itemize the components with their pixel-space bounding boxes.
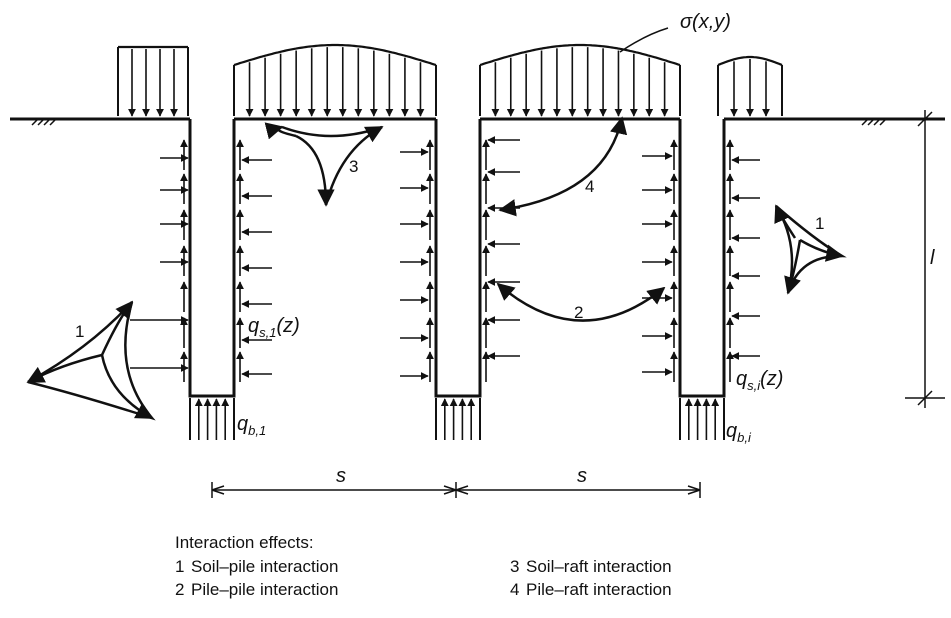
legend-item: 4 Pile–raft interaction [510, 580, 672, 599]
base-pressure-boundary [679, 398, 725, 440]
pile-base-pressure [189, 398, 725, 440]
soil-pile-interaction-symbol-right [774, 204, 847, 295]
shaft-friction-label-1: qs,1(z) [248, 315, 300, 340]
effect-number-3: 3 [349, 157, 358, 176]
sigma-leader-line [619, 27, 669, 53]
effect-number-4: 4 [585, 177, 594, 196]
soil-pile-interaction-symbol-left [26, 300, 156, 421]
length-dimension [905, 110, 945, 408]
interaction-arrows [26, 116, 847, 421]
pile-raft-interaction-arrow [498, 116, 628, 217]
ground-hatch-left [31, 118, 57, 126]
soil-raft-interaction-symbol [264, 122, 384, 207]
pile-pile-interaction-arrow [496, 282, 666, 322]
legend-item: 1 Soil–pile interaction [175, 557, 339, 576]
pile [188, 119, 236, 398]
base-pressure-boundary [435, 398, 481, 440]
spacing-label-1: s [336, 465, 346, 487]
effect-number-2: 2 [574, 303, 583, 322]
effect-number-1-right: 1 [815, 214, 824, 233]
legend-item: 2 Pile–pile interaction [175, 580, 339, 599]
pressure-envelope [233, 43, 437, 67]
pile [434, 119, 482, 398]
effect-number-1-left: 1 [75, 322, 84, 341]
pressure-envelope [479, 43, 681, 67]
ground-hatch-right [861, 118, 887, 126]
piles [188, 119, 726, 398]
shaft-friction-label-i: qs,i(z) [736, 368, 783, 393]
base-pressure-label-i: qb,i [726, 420, 752, 445]
base-pressure-label-1: qb,1 [237, 413, 266, 438]
pile-length-label: l [930, 247, 935, 269]
base-pressure-boundary [189, 398, 235, 440]
legend-items: 1 Soil–pile interaction 3 Soil–raft intera… [175, 557, 815, 600]
spacing-label-2: s [577, 465, 587, 487]
ground-surface [10, 117, 945, 126]
spacing-dimension [211, 482, 701, 498]
legend-item: 3 Soil–raft interaction [510, 557, 672, 576]
shaft-friction-arrows [130, 136, 760, 382]
raft-pressure-label: σ(x,y) [680, 11, 731, 33]
legend-title: Interaction effects: [175, 533, 314, 552]
raft-pressure-groups [117, 43, 783, 117]
pressure-envelope [717, 55, 783, 67]
legend: Interaction effects: 1 Soil–pile interact… [175, 533, 815, 600]
pile [678, 119, 726, 398]
